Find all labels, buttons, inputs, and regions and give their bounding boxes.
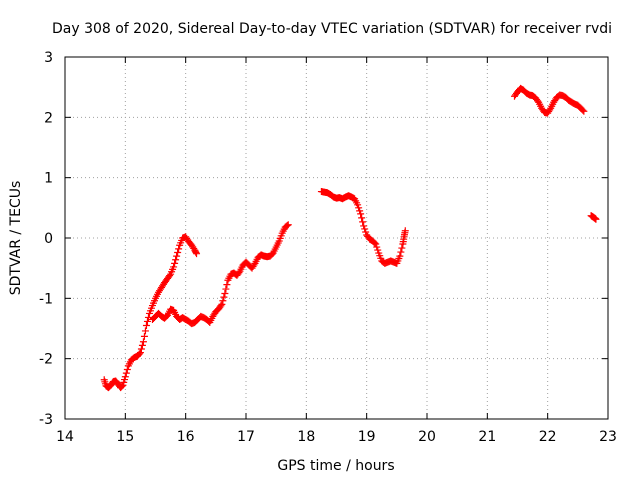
data-point: [372, 240, 380, 248]
data-point: [396, 252, 404, 260]
data-point: [193, 250, 201, 258]
y-tick-label: -2: [39, 352, 53, 368]
data-point: [137, 345, 145, 353]
y-tick-label: 2: [44, 110, 53, 126]
x-tick-label: 16: [177, 429, 195, 445]
y-tick-label: -3: [39, 412, 53, 428]
x-tick-label: 20: [418, 429, 436, 445]
series-arc-4: [510, 84, 588, 117]
data-point: [143, 317, 151, 325]
y-tick-label: 0: [44, 231, 53, 247]
data-point: [138, 341, 146, 349]
data-point: [362, 228, 370, 236]
y-tick-label: 3: [44, 50, 53, 66]
data-point: [250, 261, 258, 269]
data-point: [222, 285, 230, 293]
series-arc-3: [317, 188, 409, 267]
data-point: [140, 332, 148, 340]
data-point: [173, 252, 181, 260]
x-tick-label: 23: [599, 429, 617, 445]
data-point: [141, 327, 149, 335]
data-point: [139, 338, 147, 346]
tick-layer: [64, 56, 609, 420]
y-tick-label: -1: [39, 291, 53, 307]
data-point: [359, 218, 367, 226]
data-point: [192, 248, 200, 256]
x-tick-label: 18: [297, 429, 315, 445]
grid-layer: [65, 57, 608, 419]
data-point: [371, 239, 379, 247]
x-tick-label: 14: [56, 429, 74, 445]
data-point: [221, 290, 229, 298]
x-tick-label: 15: [116, 429, 134, 445]
series-arc-5: [587, 212, 600, 223]
data-point: [218, 300, 226, 308]
data-point: [579, 106, 587, 114]
x-tick-label: 22: [539, 429, 557, 445]
data-points: [100, 84, 600, 392]
data-point: [360, 222, 368, 230]
data-point: [170, 263, 178, 271]
data-point: [401, 227, 409, 235]
x-tick-label: 17: [237, 429, 255, 445]
data-point: [284, 221, 292, 229]
x-axis-label: GPS time / hours: [277, 458, 394, 474]
y-tick-label: 1: [44, 171, 53, 187]
chart-title: Day 308 of 2020, Sidereal Day-to-day VTE…: [52, 21, 612, 37]
data-point: [136, 349, 144, 357]
data-point: [373, 243, 381, 251]
y-tick-labels: -3 -2 -1 0 1 2 3: [39, 50, 53, 428]
data-point: [142, 321, 150, 329]
data-point: [580, 107, 588, 115]
y-axis-label: SDTVAR / TECUs: [8, 181, 24, 296]
series-arc-1: [100, 233, 201, 392]
data-point: [397, 248, 405, 256]
series-arc-2: [148, 221, 292, 328]
data-point: [123, 366, 131, 374]
data-point: [219, 297, 227, 305]
data-point: [217, 302, 225, 310]
data-point: [374, 246, 382, 254]
x-tick-label: 19: [358, 429, 376, 445]
data-point: [283, 222, 291, 230]
x-tick-labels: 14 15 16 17 18 19 20 21 22 23: [56, 429, 617, 445]
data-point: [121, 373, 129, 381]
data-point: [166, 272, 174, 280]
data-point: [592, 215, 600, 223]
data-point: [546, 106, 554, 114]
data-point: [354, 201, 362, 209]
data-point: [144, 313, 152, 321]
data-point: [355, 204, 363, 212]
data-point: [220, 293, 228, 301]
data-point: [172, 256, 180, 264]
data-point: [361, 225, 369, 233]
data-point: [357, 210, 365, 218]
data-point: [122, 369, 130, 377]
data-point: [118, 382, 126, 390]
data-point: [174, 248, 182, 256]
data-point: [223, 281, 231, 289]
data-point: [398, 244, 406, 252]
data-point: [358, 214, 366, 222]
x-tick-label: 21: [478, 429, 496, 445]
data-point: [356, 207, 364, 215]
data-point: [135, 350, 143, 358]
plot-frame: [64, 56, 609, 420]
data-point: [117, 383, 125, 391]
data-point: [175, 245, 183, 253]
data-point: [171, 259, 179, 267]
